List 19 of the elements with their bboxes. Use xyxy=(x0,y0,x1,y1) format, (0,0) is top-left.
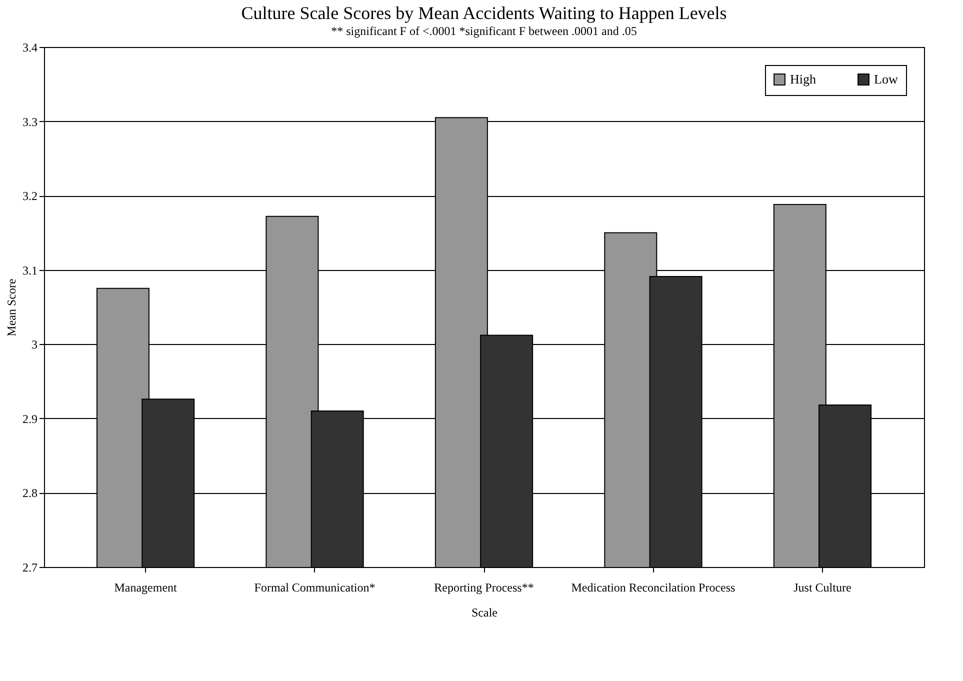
x-tick-label: Reporting Process** xyxy=(434,580,534,594)
x-tick-label: Management xyxy=(114,580,178,594)
x-tick-label: Formal Communication* xyxy=(254,580,376,594)
legend-label: Low xyxy=(874,72,898,87)
x-tick-label: Medication Reconcilation Process xyxy=(571,580,736,594)
y-tick-label: 2.7 xyxy=(22,560,38,574)
y-tick-label: 3 xyxy=(32,338,38,352)
x-tick-label: Just Culture xyxy=(794,580,852,594)
y-tick-label: 3.4 xyxy=(22,40,38,54)
y-tick-label: 2.8 xyxy=(22,486,38,500)
y-tick-label: 2.9 xyxy=(22,412,38,426)
y-tick-label: 3.3 xyxy=(22,114,38,129)
y-tick-label: 3.1 xyxy=(22,263,38,278)
chart-title: Culture Scale Scores by Mean Accidents Waiting to Happen Levels xyxy=(241,3,727,23)
chart-subtitle: ** significant F of <.0001 *significant F between .0001 and .05 xyxy=(331,24,637,38)
legend-label: High xyxy=(790,72,816,87)
y-axis-title: Mean Score xyxy=(4,278,18,336)
x-axis-title: Scale xyxy=(472,606,498,620)
y-tick-label: 3.2 xyxy=(22,189,38,204)
